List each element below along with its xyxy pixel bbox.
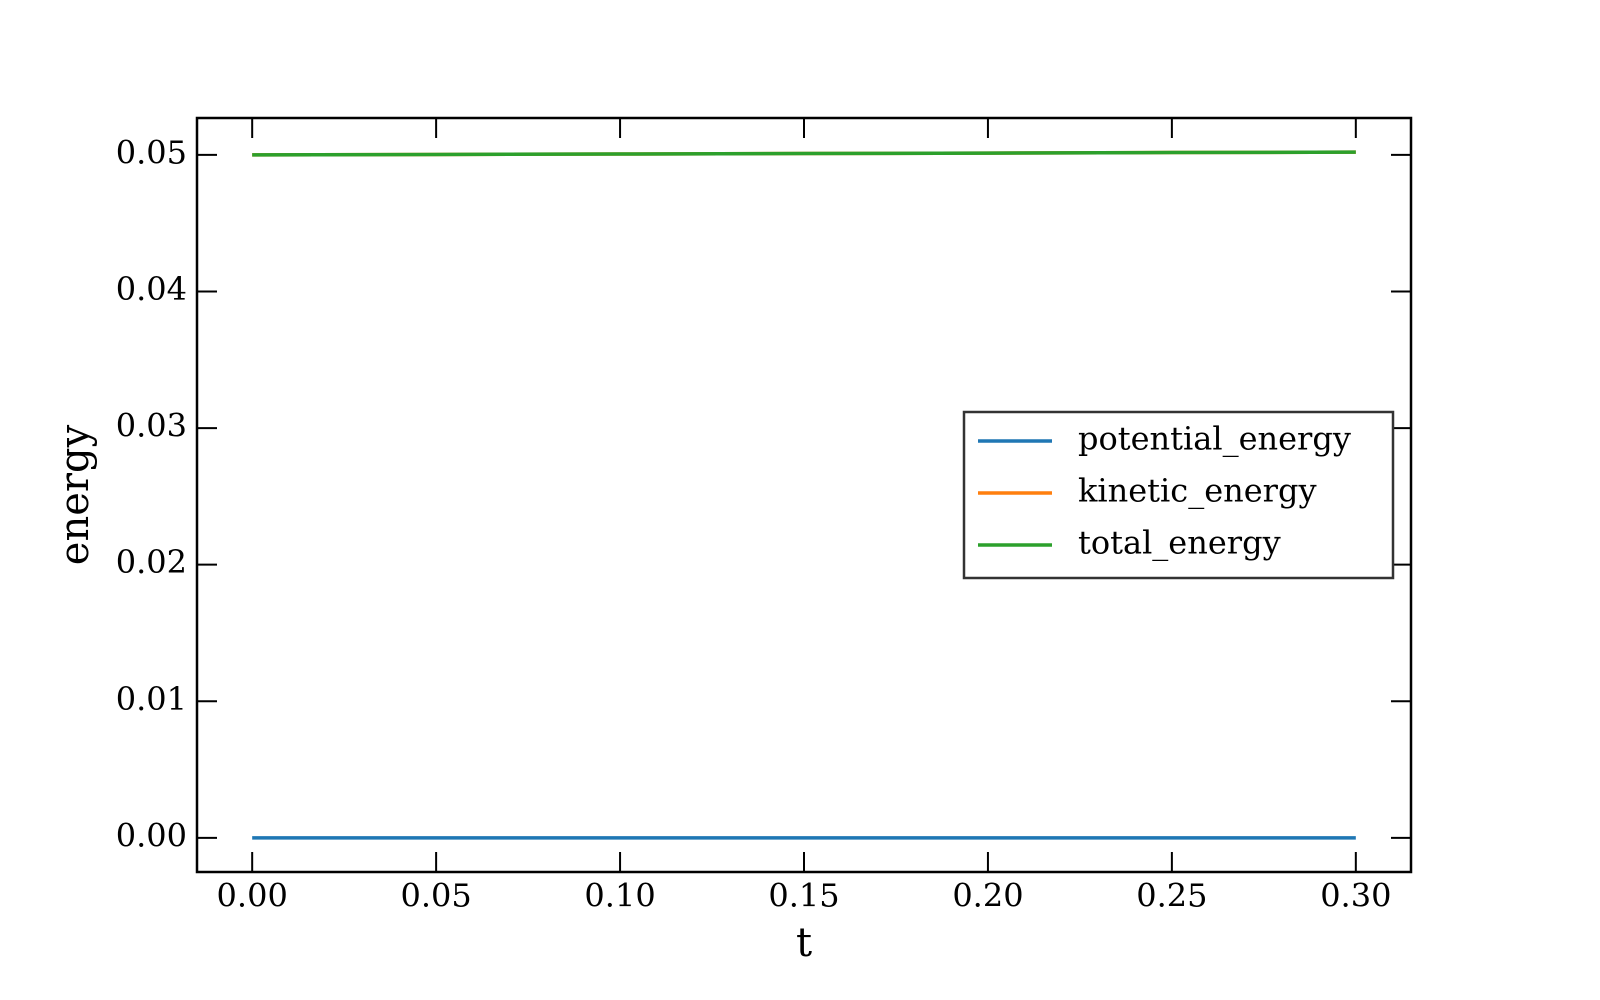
y-axis-label: energy (52, 424, 98, 565)
x-tick-label: 0.30 (1320, 877, 1391, 915)
plot-frame (195, 116, 1413, 874)
y-tick-label: 0.00 (116, 816, 187, 854)
y-tick-label: 0.01 (116, 680, 187, 718)
legend-label: total_energy (1078, 524, 1281, 562)
y-tick-label: 0.03 (116, 407, 187, 445)
legend-label: potential_energy (1078, 420, 1351, 458)
x-axis-label: t (796, 920, 812, 966)
x-tick-label: 0.05 (400, 877, 471, 915)
x-tick-label: 0.25 (1136, 877, 1207, 915)
legend: potential_energy kinetic_energy total_ener… (962, 410, 1395, 580)
series-line (252, 150, 1356, 157)
legend-label: kinetic_energy (1078, 472, 1317, 510)
y-tick-label: 0.02 (116, 543, 187, 581)
x-tick-label: 0.00 (217, 877, 288, 915)
y-tick-label: 0.04 (116, 270, 187, 308)
x-tick-label: 0.20 (952, 877, 1023, 915)
x-tick-label: 0.10 (584, 877, 655, 915)
x-tick-label: 0.15 (768, 877, 839, 915)
y-tick-label: 0.05 (116, 133, 187, 171)
